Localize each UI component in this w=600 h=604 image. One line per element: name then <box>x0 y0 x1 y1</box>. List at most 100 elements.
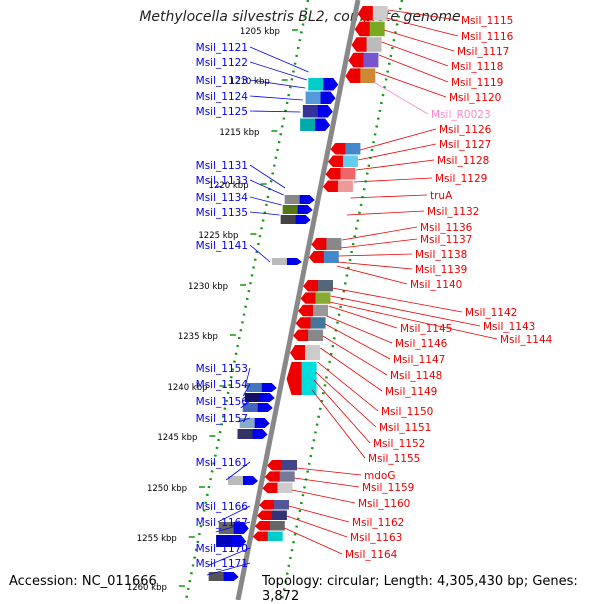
gene-block-layer <box>208 6 388 581</box>
right-gene-connector <box>336 265 408 285</box>
right-strand-arrow <box>267 460 282 471</box>
right-gene-connector <box>387 9 459 21</box>
left-gene-block <box>218 522 237 534</box>
right-gene-label: Msil_1136 <box>420 222 473 234</box>
right-gene-block <box>323 238 342 250</box>
right-gene-connector <box>311 389 366 459</box>
right-strand-arrow <box>348 52 364 68</box>
right-gene-label: Msil_1146 <box>395 338 448 350</box>
left-gene-connector <box>237 417 251 423</box>
right-gene-label: Msil_1126 <box>439 124 492 136</box>
right-gene-label: Msil_1120 <box>449 92 501 104</box>
left-gene-connector <box>244 367 251 389</box>
left-strand-arrow <box>243 476 259 485</box>
right-gene-label: Msil_1160 <box>358 498 410 510</box>
right-gene-connector <box>328 305 398 329</box>
left-gene-label: Msil_1166 <box>196 501 249 513</box>
right-gene-connector <box>378 54 449 83</box>
right-gene-block <box>339 155 358 167</box>
right-strand-arrow <box>303 280 318 292</box>
genes-label: Genes: <box>532 574 578 589</box>
right-gene-connector <box>350 194 428 199</box>
accession-label: Accession: <box>9 574 78 589</box>
right-strand-arrow <box>327 155 343 167</box>
left-gene-block <box>228 476 247 485</box>
right-gene-label: Msil_1159 <box>362 482 414 494</box>
left-gene-connector <box>225 461 251 481</box>
right-strand-arrow <box>351 37 367 52</box>
left-gene-label: Msil_1157 <box>196 413 248 425</box>
right-strand-arrow <box>252 531 268 541</box>
right-gene-block <box>307 317 326 329</box>
left-strand-arrow <box>252 429 268 439</box>
right-gene-block <box>334 180 353 192</box>
right-strand-arrow <box>325 168 341 180</box>
rna-gene-label: Msil_R0023 <box>431 109 491 121</box>
right-strand-arrow <box>354 21 370 37</box>
right-gene-label: Msil_1151 <box>379 422 431 434</box>
right-gene-label: Msil_1129 <box>435 173 487 185</box>
left-gene-block <box>271 258 290 265</box>
left-gene-label: Msil_1122 <box>196 57 248 69</box>
left-gene-label: Msil_1167 <box>196 517 248 529</box>
right-gene-block <box>305 329 324 341</box>
right-gene-connector <box>284 527 343 555</box>
right-strand-arrow <box>290 345 305 360</box>
left-gene-connector <box>240 400 251 409</box>
right-gene-connector <box>341 226 418 241</box>
right-strand-arrow <box>295 317 311 329</box>
right-gene-block <box>337 168 356 180</box>
left-gene-connector <box>249 95 303 101</box>
left-strand-arrow <box>323 78 339 91</box>
left-gene-block <box>300 118 319 131</box>
left-strand-arrow <box>286 258 302 265</box>
left-strand-arrow <box>257 403 273 412</box>
right-gene-block <box>276 471 295 482</box>
right-gene-label: Msil_1128 <box>437 155 489 167</box>
right-gene-label: Msil_1155 <box>368 453 420 465</box>
accession-value: NC_011666 <box>81 574 157 589</box>
right-gene-connector <box>325 323 391 360</box>
right-gene-block <box>279 460 297 471</box>
left-gene-label: Msil_1131 <box>196 160 248 172</box>
right-gene-connector <box>353 177 433 183</box>
topology-value: circular <box>326 574 376 589</box>
ruler-label: 1225 kbp <box>198 231 238 241</box>
right-gene-connector <box>291 489 356 504</box>
left-gene-block <box>282 205 301 214</box>
ruler-label: 1250 kbp <box>147 484 187 494</box>
right-strand-arrow <box>256 510 272 520</box>
right-gene-connector <box>288 505 350 523</box>
ruler-label: 1205 kbp <box>240 27 280 37</box>
left-gene-label: Msil_1141 <box>196 240 248 252</box>
right-gene-label: Msil_1162 <box>352 517 404 529</box>
right-gene-connector <box>375 71 447 98</box>
right-gene-block <box>298 362 317 395</box>
right-gene-block <box>315 280 333 292</box>
right-strand-arrow <box>293 329 309 341</box>
ruler-label: 1245 kbp <box>157 433 197 443</box>
right-strand-arrow <box>254 521 270 531</box>
right-gene-label: Msil_1163 <box>350 532 402 544</box>
right-gene-block <box>342 143 361 155</box>
left-gene-label: Msil_1121 <box>196 42 248 54</box>
right-gene-label: Msil_1139 <box>415 264 467 276</box>
left-gene-label: Msil_1161 <box>196 457 248 469</box>
right-gene-block <box>268 510 287 520</box>
right-gene-label: Msil_1143 <box>483 321 535 333</box>
right-gene-block <box>302 345 320 360</box>
right-gene-label: Msil_1116 <box>461 31 514 43</box>
left-strand-arrow <box>315 118 331 131</box>
right-gene-label: truA <box>430 190 453 202</box>
ruler-label: 1255 kbp <box>137 534 177 544</box>
right-strand-arrow <box>259 500 274 510</box>
right-gene-connector <box>338 253 413 257</box>
left-gene-connector <box>249 196 282 206</box>
right-gene-label: Msil_1164 <box>345 549 398 561</box>
right-gene-connector <box>340 238 418 249</box>
right-gene-connector <box>322 335 388 376</box>
right-gene-label: Msil_1118 <box>451 61 503 73</box>
left-gene-connector <box>249 211 280 216</box>
left-gene-block <box>216 535 235 547</box>
length-value: 4,305,430 bp <box>437 574 524 589</box>
